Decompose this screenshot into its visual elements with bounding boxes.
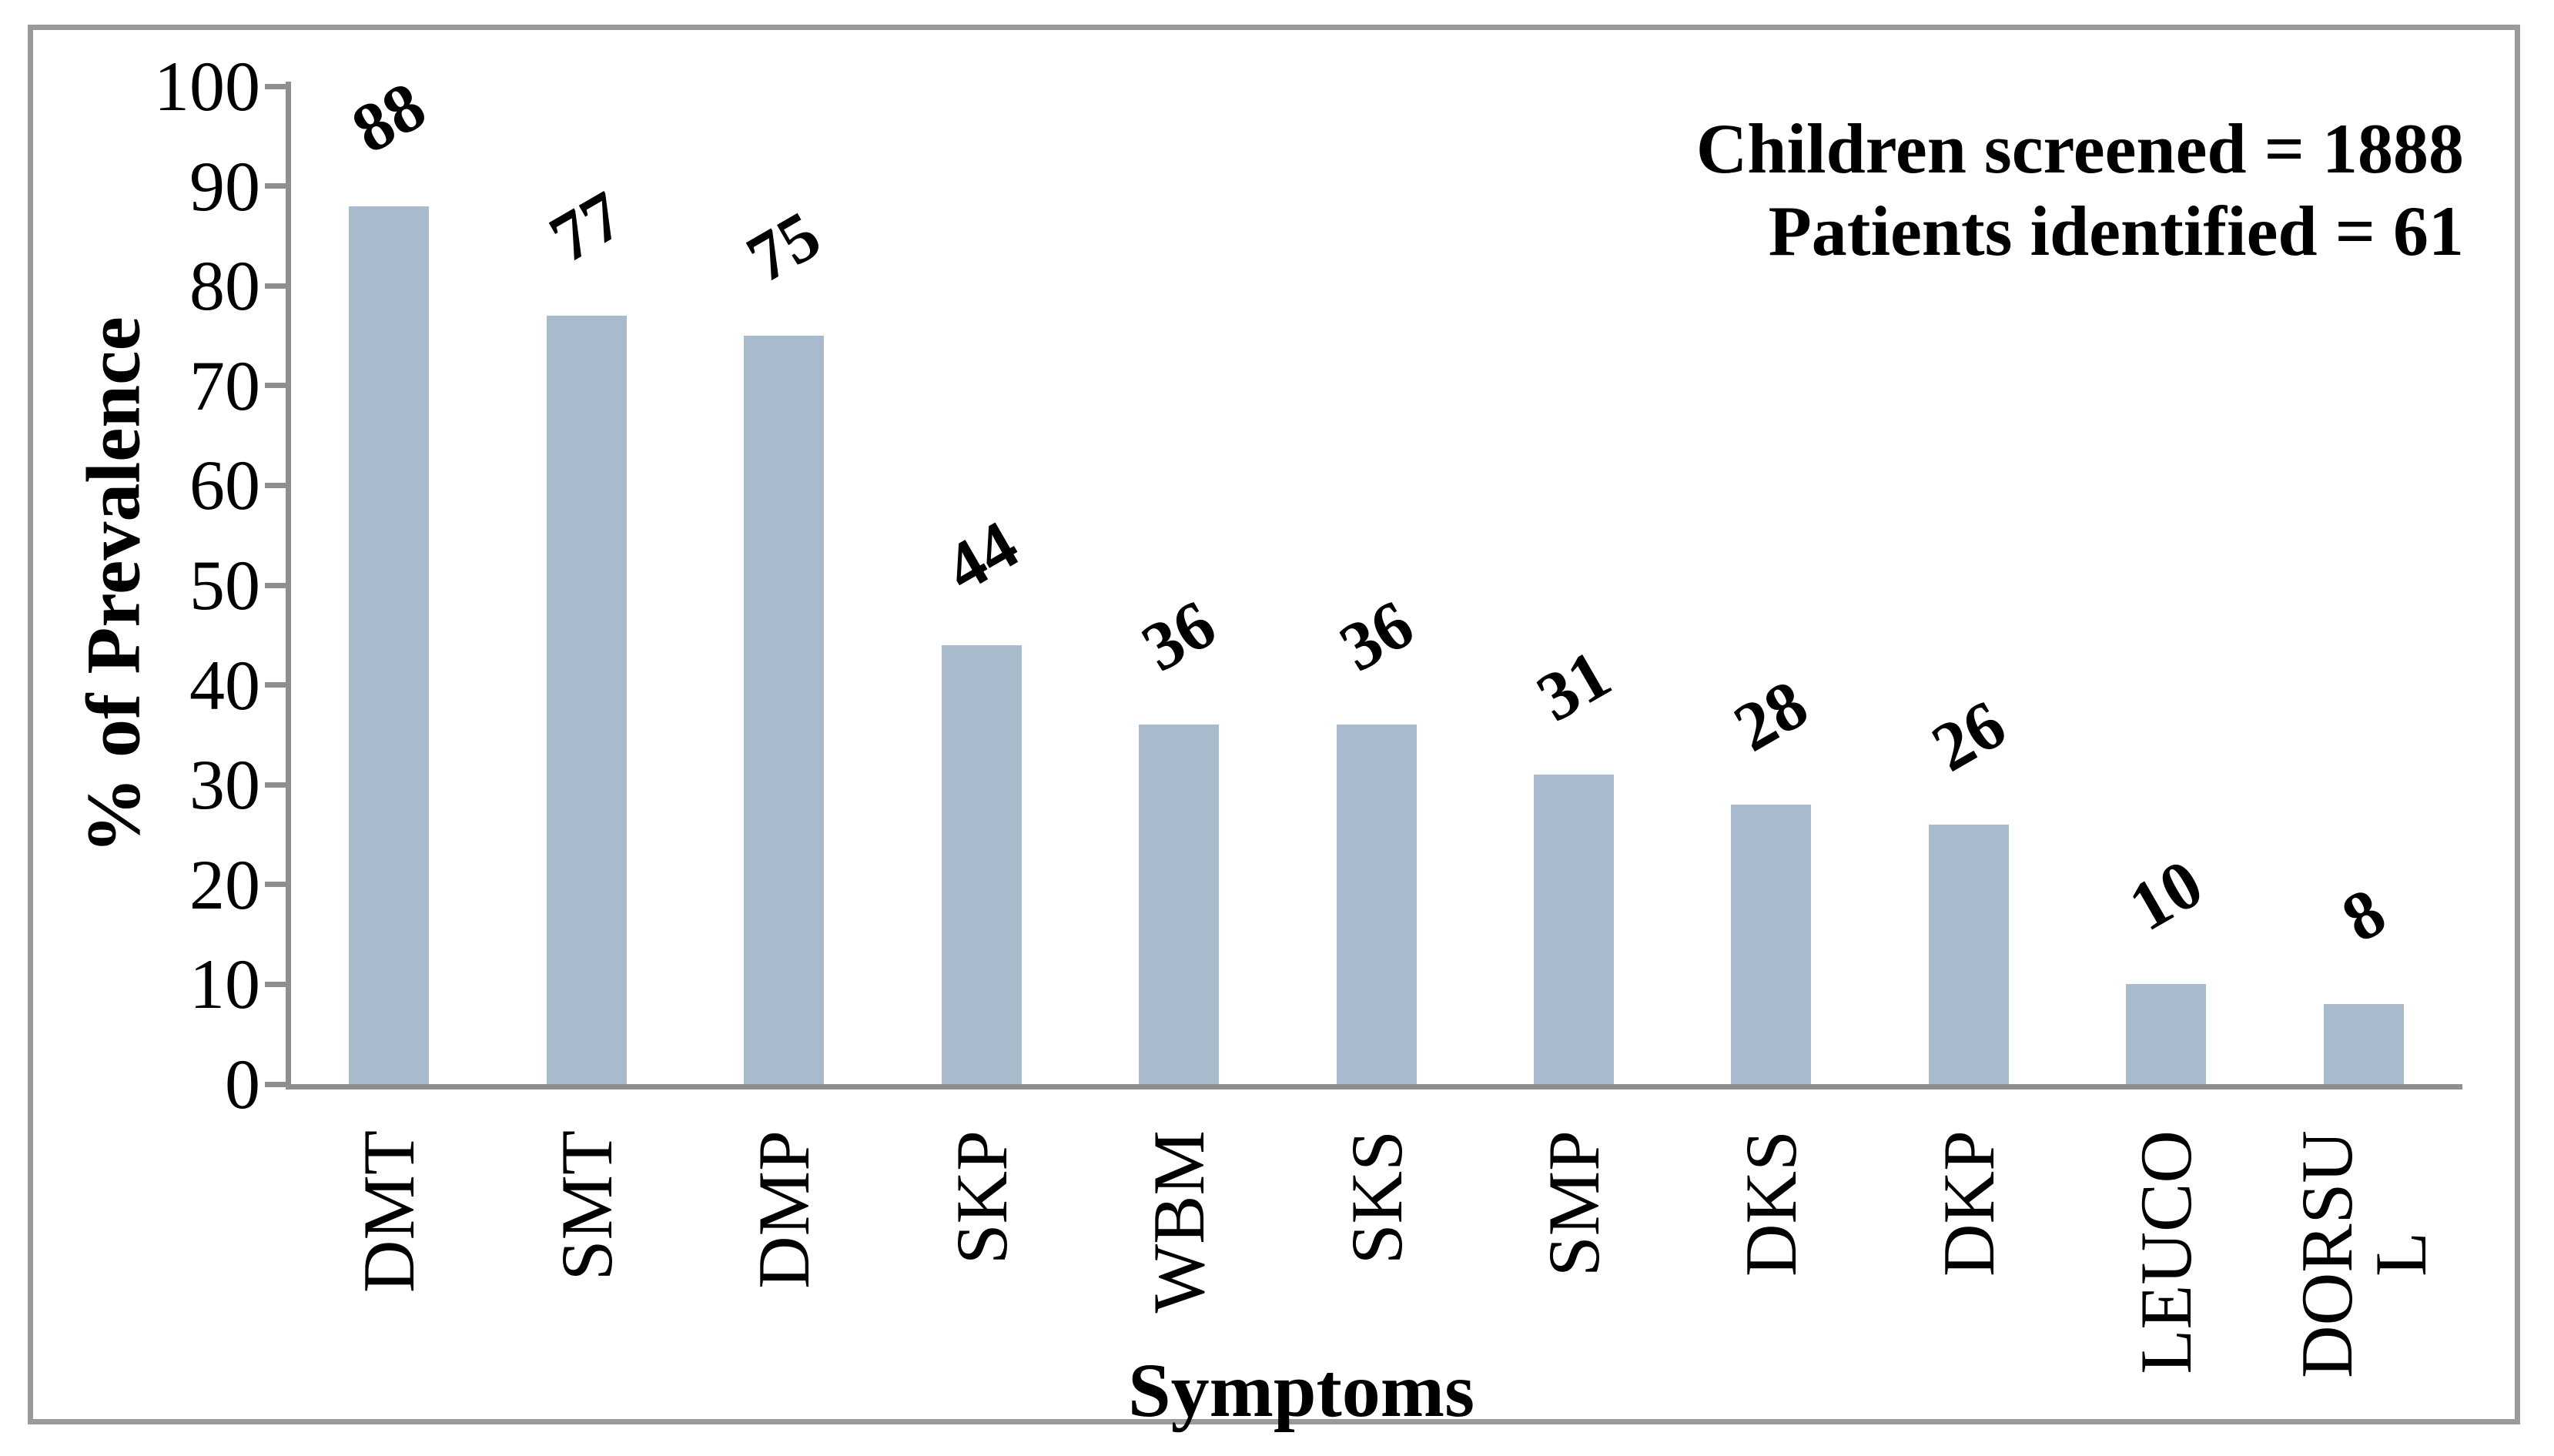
- y-tick-label: 20: [189, 845, 260, 924]
- y-tick-label: 40: [189, 645, 260, 725]
- category-label: SKS: [1335, 1130, 1418, 1265]
- y-tick-mark: [265, 582, 290, 588]
- category-label: DMP: [743, 1130, 825, 1289]
- y-tick-label: 100: [154, 47, 260, 126]
- annotation-line-patients-identified: Patients identified = 61: [1768, 191, 2464, 270]
- bar: [349, 206, 430, 1084]
- x-axis-line: [286, 1084, 2462, 1089]
- bar: [2126, 984, 2207, 1084]
- category-label: WBM: [1138, 1130, 1220, 1314]
- x-axis-title: Symptoms: [1127, 1347, 1475, 1433]
- y-tick-label: 80: [189, 246, 260, 326]
- y-tick-mark: [265, 682, 290, 688]
- y-tick-mark: [265, 383, 290, 389]
- y-tick-label: 60: [189, 446, 260, 525]
- y-tick-label: 0: [225, 1045, 260, 1123]
- y-tick-mark: [265, 782, 290, 788]
- category-label: DMT: [348, 1130, 430, 1294]
- category-label: SMT: [545, 1130, 628, 1281]
- y-tick-mark: [265, 1081, 290, 1087]
- annotation-line-children-screened: Children screened = 1888: [1695, 109, 2464, 188]
- category-label: DKP: [1927, 1130, 2010, 1277]
- y-tick-label: 70: [189, 346, 260, 425]
- bar: [1731, 805, 1812, 1084]
- y-tick-label: 10: [189, 945, 260, 1024]
- category-label: SMP: [1532, 1130, 1615, 1277]
- y-tick-label: 30: [189, 745, 260, 825]
- y-tick-mark: [265, 882, 290, 888]
- annotation: Children screened = 1888 Patients identi…: [1309, 108, 2464, 272]
- y-tick-mark: [265, 482, 290, 488]
- category-label: SKP: [940, 1130, 1023, 1265]
- bar: [1139, 725, 1220, 1084]
- bar: [941, 644, 1022, 1084]
- chart-frame: [28, 25, 2520, 1424]
- y-tick-label: 50: [189, 546, 260, 624]
- category-label: DKS: [1730, 1130, 1813, 1277]
- y-tick-mark: [265, 283, 290, 289]
- y-tick-mark: [265, 183, 290, 189]
- y-tick-label: 90: [189, 146, 260, 226]
- category-label: DORSU L: [2285, 1130, 2442, 1379]
- category-label: LEUCO: [2125, 1130, 2208, 1374]
- bar: [2323, 1004, 2404, 1084]
- bar: [546, 316, 627, 1084]
- bar: [744, 336, 825, 1084]
- bar: [1336, 725, 1417, 1084]
- bar: [1928, 825, 2009, 1084]
- bar: [1533, 775, 1614, 1084]
- y-tick-mark: [265, 83, 290, 89]
- y-tick-mark: [265, 981, 290, 987]
